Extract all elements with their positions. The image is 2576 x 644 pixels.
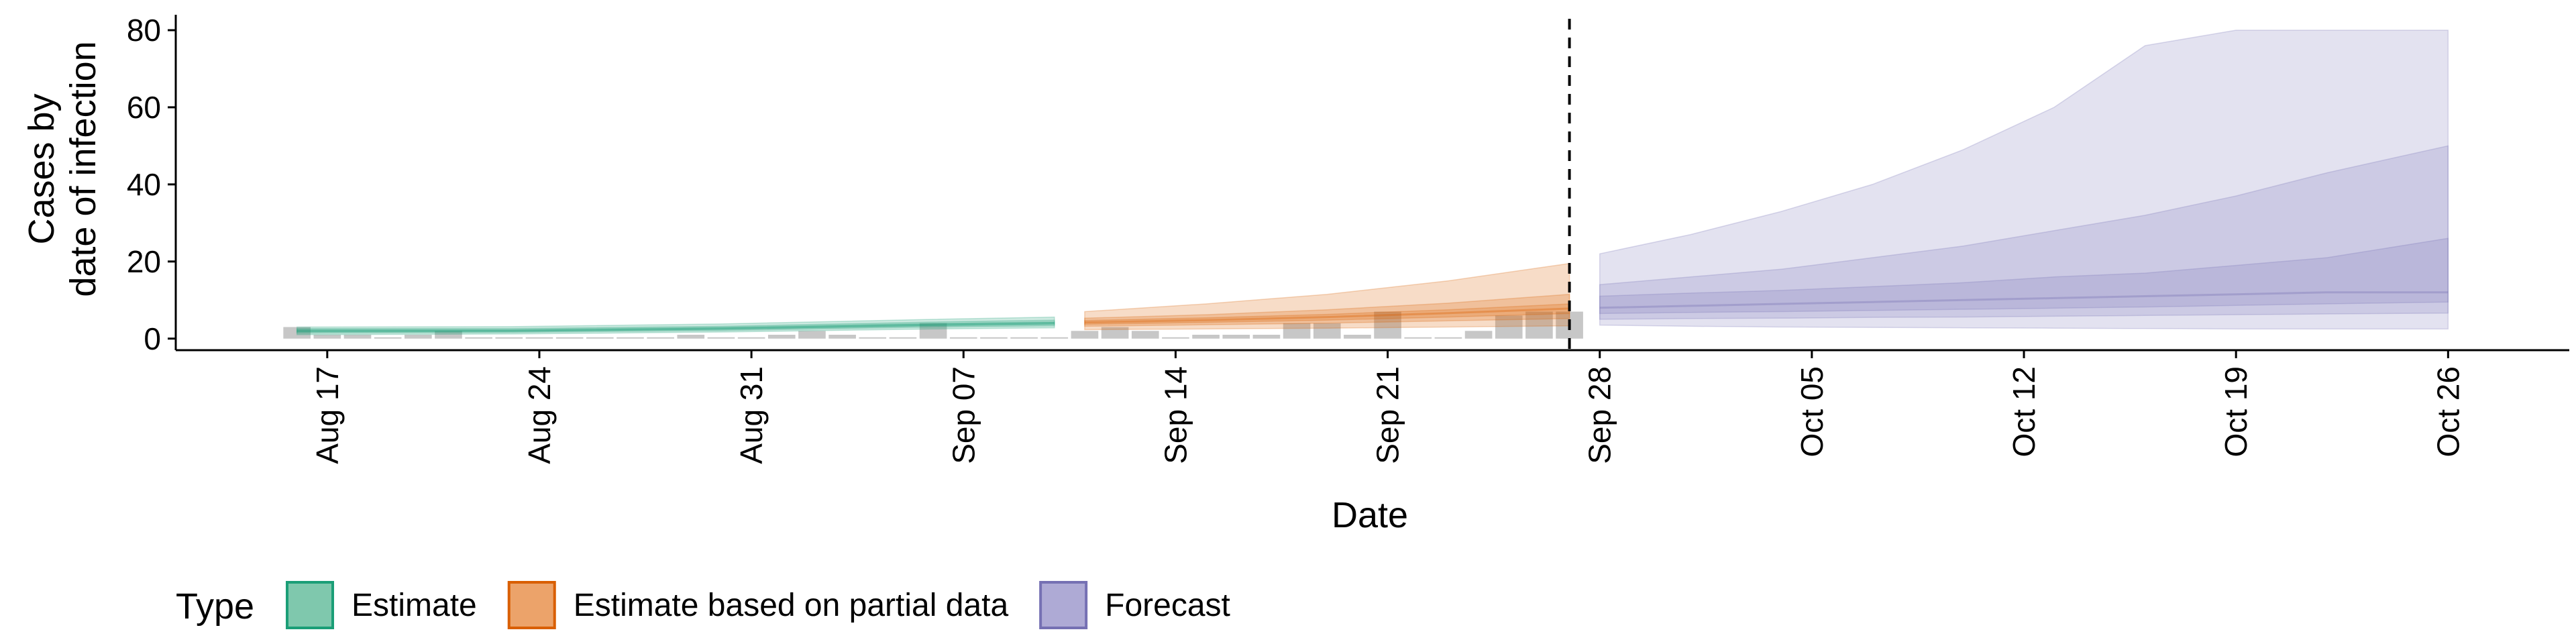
y-axis-title-line-1: Cases by [21, 93, 62, 244]
case-bar [737, 337, 765, 339]
case-bar [707, 337, 735, 339]
case-bar [313, 335, 341, 339]
legend-key [286, 581, 334, 629]
case-bar [1131, 331, 1159, 339]
case-bar [1404, 337, 1432, 339]
x-axis-ticks: Aug 17 Aug 24 Aug 31 Sep 07 Sep 14 Sep 21 Sep … [310, 350, 2465, 464]
x-tick-label: Sep 21 [1371, 366, 1405, 464]
x-tick-label: Sep 07 [946, 366, 981, 464]
x-axis-title: Date [1332, 495, 1408, 535]
case-bar [404, 335, 432, 339]
observed-cases-bars [283, 311, 1583, 339]
case-bar [1162, 337, 1189, 339]
case-bar [647, 337, 674, 339]
case-bar [1495, 315, 1523, 339]
case-bar [1101, 327, 1129, 339]
y-axis-title-line-2: date of infection [63, 41, 103, 297]
band-20pct-series-2 [1599, 237, 2449, 315]
band-90pct-series-0 [296, 316, 1055, 335]
case-bar [374, 337, 402, 339]
case-bar [1313, 323, 1341, 339]
band-50pct-series-2 [1599, 145, 2449, 320]
case-bar [1434, 337, 1462, 339]
series-bands [296, 30, 2449, 335]
case-bar [1222, 335, 1250, 339]
x-tick-label: Sep 14 [1158, 366, 1193, 464]
case-bar [495, 337, 523, 339]
band-20pct-series-1 [1084, 303, 1570, 325]
case-bar [1010, 337, 1038, 339]
x-tick-label: Oct 19 [2218, 366, 2253, 458]
case-bar [435, 331, 462, 339]
y-tick-label: 40 [127, 167, 161, 202]
case-bar [1192, 335, 1220, 339]
x-tick-label: Aug 24 [522, 366, 557, 464]
y-tick-label: 80 [127, 13, 161, 48]
case-bar [919, 323, 947, 339]
median-line-series-1 [1084, 307, 1570, 324]
legend-key [1039, 581, 1088, 629]
case-bar [949, 337, 977, 339]
case-bar [1071, 331, 1099, 339]
band-90pct-series-2 [1599, 30, 2449, 330]
case-bar [980, 337, 1008, 339]
x-tick-label: Oct 05 [1794, 366, 1829, 458]
case-bar [677, 335, 705, 339]
case-bar [889, 337, 917, 339]
case-bar [1374, 311, 1401, 339]
case-bar [798, 331, 826, 339]
case-bar [465, 337, 492, 339]
case-bar [616, 337, 644, 339]
case-bar [343, 335, 372, 339]
legend-label: Estimate [352, 588, 477, 623]
case-bar [525, 337, 553, 339]
case-bar [1344, 335, 1371, 339]
band-50pct-series-0 [296, 319, 1055, 334]
y-tick-label: 0 [144, 321, 161, 356]
case-bar [555, 337, 584, 339]
legend: Type Estimate Estimate based on partial d… [176, 581, 1230, 629]
legend-entries: Estimate Estimate based on partial data Fo… [286, 581, 1230, 629]
case-bar [1040, 337, 1069, 339]
legend-key [507, 581, 556, 629]
band-50pct-series-1 [1084, 293, 1570, 327]
case-bar [1464, 331, 1493, 339]
x-tick-label: Oct 12 [2006, 366, 2041, 458]
legend-title: Type [176, 586, 254, 627]
x-tick-label: Oct 26 [2430, 366, 2465, 458]
median-line-series-0 [297, 322, 1055, 332]
median-line-series-2 [1599, 291, 2449, 309]
x-tick-label: Aug 17 [310, 366, 345, 464]
case-bar [1525, 311, 1553, 339]
y-tick-label: 60 [127, 90, 161, 125]
y-axis-title: Cases by date of infection [21, 41, 103, 297]
case-bar [859, 337, 887, 339]
case-bar [283, 327, 311, 339]
case-bar [767, 335, 796, 339]
series-median-lines [297, 291, 2449, 332]
axes: 0 20 40 60 80 Aug 17 Aug 24 Aug 31 Sep 07 Sep 14… [127, 13, 2569, 464]
band-20pct-series-0 [296, 321, 1055, 333]
x-tick-label: Sep 28 [1582, 366, 1617, 464]
case-bar [1252, 335, 1281, 339]
legend-label: Forecast [1105, 588, 1230, 623]
case-bar [586, 337, 614, 339]
case-bar [1283, 323, 1311, 339]
y-axis-ticks: 0 20 40 60 80 [127, 13, 176, 356]
y-tick-label: 20 [127, 244, 161, 279]
x-tick-label: Aug 31 [734, 366, 769, 464]
legend-label: Estimate based on partial data [574, 588, 1009, 623]
case-bar [828, 335, 856, 339]
